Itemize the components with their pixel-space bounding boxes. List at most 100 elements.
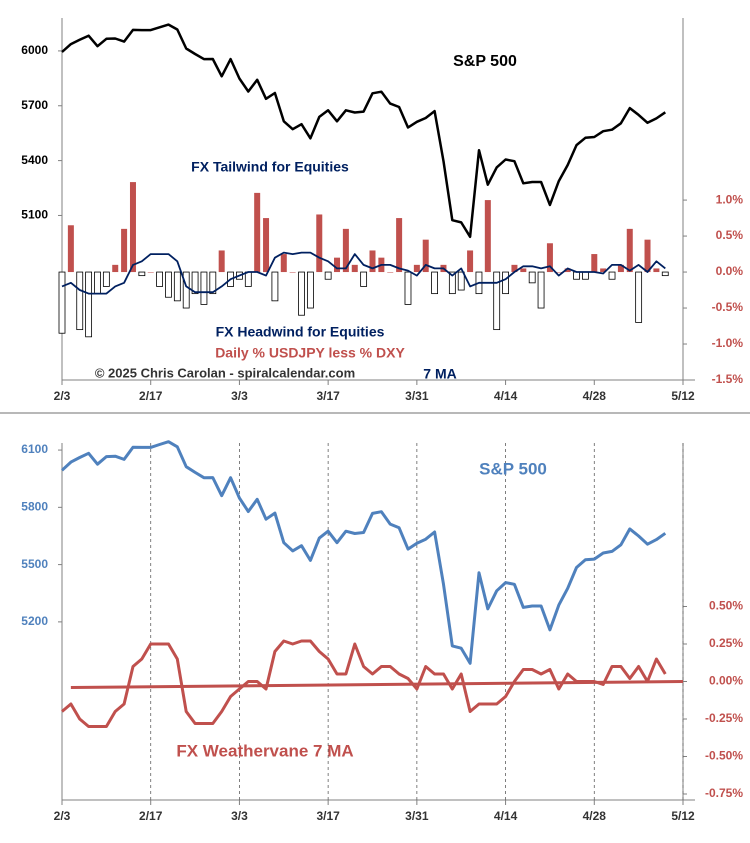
x-tick-label: 5/12 bbox=[671, 809, 695, 823]
bar bbox=[396, 218, 403, 273]
y2-tick-label: 1.0% bbox=[716, 192, 744, 206]
bar bbox=[528, 271, 536, 284]
x-tick-label: 4/28 bbox=[583, 389, 607, 403]
bar bbox=[94, 271, 101, 295]
bar bbox=[147, 272, 154, 273]
bar bbox=[404, 271, 412, 305]
line bbox=[61, 639, 667, 728]
bar bbox=[58, 271, 66, 334]
x-tick-label: 2/3 bbox=[54, 389, 71, 403]
y2-tick-label: 0.5% bbox=[716, 228, 744, 242]
y2-tick-label: -1.0% bbox=[712, 336, 744, 350]
bar bbox=[334, 257, 341, 273]
y-tick-label: 5700 bbox=[21, 98, 48, 112]
y2-tick-label: 0.00% bbox=[709, 674, 743, 688]
y2-tick-label: -0.5% bbox=[712, 300, 744, 314]
line bbox=[61, 23, 667, 239]
bar bbox=[600, 268, 607, 273]
y-tick-label: 6000 bbox=[21, 43, 48, 57]
bar bbox=[467, 250, 474, 273]
y2-tick-label: 0.25% bbox=[709, 636, 743, 650]
x-tick-label: 4/28 bbox=[583, 809, 607, 823]
bar bbox=[448, 271, 456, 295]
bar bbox=[564, 268, 571, 273]
y2-tick-label: -1.5% bbox=[712, 372, 744, 386]
x-tick-label: 3/31 bbox=[405, 809, 429, 823]
y-tick-label: 5500 bbox=[21, 557, 48, 571]
bar bbox=[138, 271, 146, 277]
series-label: S&P 500 bbox=[453, 53, 517, 70]
series-label: S&P 500 bbox=[479, 459, 547, 478]
bar bbox=[289, 272, 296, 273]
bar bbox=[306, 271, 314, 309]
bar bbox=[209, 271, 217, 295]
bar bbox=[608, 271, 616, 280]
bar bbox=[218, 250, 225, 273]
bar bbox=[493, 271, 501, 331]
y2-tick-label: -0.50% bbox=[705, 749, 743, 763]
bar bbox=[156, 271, 163, 287]
x-tick-label: 4/14 bbox=[494, 389, 518, 403]
bar bbox=[316, 214, 323, 273]
y-tick-label: 5200 bbox=[21, 614, 48, 628]
bar bbox=[635, 271, 643, 323]
series-label: Daily % USDJPY less % DXY bbox=[215, 345, 405, 361]
line bbox=[61, 251, 666, 295]
annotation: FX Tailwind for Equities bbox=[191, 159, 349, 175]
y-tick-label: 5400 bbox=[21, 153, 48, 167]
x-tick-label: 2/17 bbox=[139, 389, 163, 403]
bar bbox=[511, 264, 518, 273]
bar bbox=[573, 271, 580, 280]
y-tick-label: 5100 bbox=[21, 208, 48, 222]
bar bbox=[173, 271, 181, 302]
bar bbox=[165, 271, 172, 298]
x-tick-label: 3/17 bbox=[316, 389, 340, 403]
bar bbox=[263, 218, 270, 273]
bar bbox=[280, 254, 287, 273]
x-tick-label: 3/3 bbox=[231, 809, 248, 823]
bar bbox=[422, 239, 429, 273]
x-tick-label: 2/3 bbox=[54, 809, 71, 823]
bar bbox=[360, 271, 368, 287]
x-tick-label: 4/14 bbox=[494, 809, 518, 823]
bar bbox=[617, 264, 624, 273]
bar bbox=[254, 192, 261, 273]
bar bbox=[457, 271, 465, 291]
bar bbox=[644, 239, 651, 273]
bar bbox=[555, 272, 562, 273]
y2-tick-label: 0.50% bbox=[709, 599, 743, 613]
annotation: FX Headwind for Equities bbox=[216, 324, 385, 340]
bar bbox=[653, 268, 660, 273]
series-label: FX Weathervane 7 MA bbox=[176, 741, 353, 760]
bar bbox=[661, 271, 669, 277]
bar bbox=[582, 271, 589, 280]
bar bbox=[200, 271, 208, 305]
annotation: © 2025 Chris Carolan - spiralcalendar.co… bbox=[95, 365, 355, 380]
bar bbox=[76, 271, 84, 331]
bar bbox=[546, 243, 553, 273]
x-tick-label: 3/31 bbox=[405, 389, 429, 403]
bar bbox=[387, 272, 394, 273]
series-label: 7 MA bbox=[423, 366, 456, 382]
y2-tick-label: 0.0% bbox=[716, 264, 744, 278]
bar bbox=[502, 271, 509, 295]
bar bbox=[298, 271, 305, 316]
bar bbox=[520, 268, 527, 273]
bar bbox=[121, 228, 128, 273]
bar bbox=[413, 264, 420, 273]
bar bbox=[129, 182, 136, 273]
bar bbox=[191, 271, 199, 295]
x-tick-label: 3/3 bbox=[231, 389, 248, 403]
bar bbox=[484, 200, 491, 273]
bar bbox=[537, 271, 545, 309]
y2-tick-label: -0.25% bbox=[705, 711, 743, 725]
bar bbox=[112, 264, 119, 273]
bar bbox=[271, 271, 279, 302]
bar bbox=[369, 250, 376, 273]
bar bbox=[342, 228, 349, 273]
y2-tick-label: -0.75% bbox=[705, 786, 743, 800]
x-tick-label: 5/12 bbox=[671, 389, 695, 403]
bar bbox=[591, 254, 598, 273]
bar bbox=[351, 264, 358, 273]
